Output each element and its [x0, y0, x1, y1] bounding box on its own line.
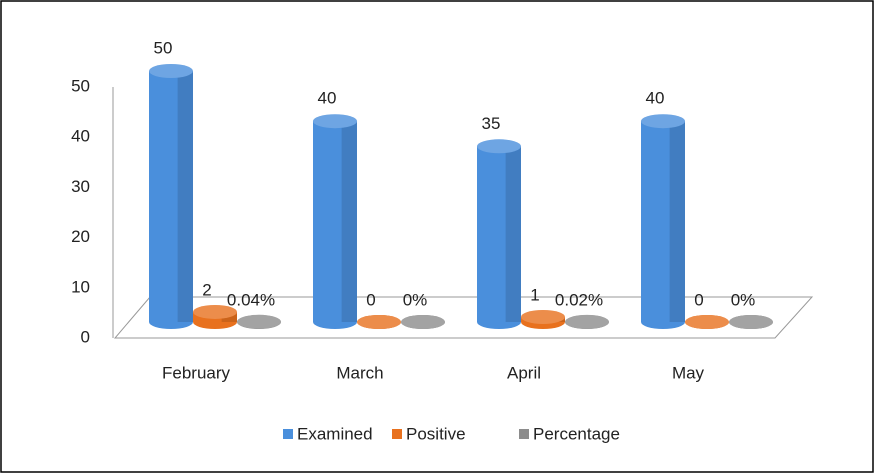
bar	[685, 315, 729, 329]
bar-top	[149, 64, 193, 78]
bar-top	[685, 315, 729, 329]
bar-body	[641, 121, 685, 322]
legend-swatch	[519, 429, 529, 439]
y-tick-label: 20	[71, 227, 90, 246]
bar-top-highlight	[357, 315, 401, 329]
bar-top-highlight	[401, 315, 445, 329]
y-tick-label: 40	[71, 127, 90, 146]
bar	[401, 315, 445, 329]
bar-shade	[669, 121, 685, 322]
data-label: 35	[482, 114, 501, 133]
bar	[477, 139, 521, 329]
bar	[357, 315, 401, 329]
bar-top-highlight	[565, 314, 609, 329]
data-label: 0.04%	[227, 290, 275, 309]
bar-top-highlight	[641, 114, 685, 129]
legend-label: Positive	[406, 424, 466, 443]
y-tick-label: 30	[71, 177, 90, 196]
bar-top-highlight	[193, 304, 237, 319]
bar	[193, 304, 237, 329]
data-label: 0%	[731, 290, 756, 309]
legend-swatch	[283, 429, 293, 439]
bar-top	[477, 139, 521, 154]
bar	[313, 114, 357, 329]
data-label: 0	[366, 290, 375, 309]
data-label: 1	[530, 285, 539, 304]
data-label: 40	[646, 89, 665, 108]
bar-top	[641, 114, 685, 129]
y-tick-label: 50	[71, 76, 90, 95]
bar-top	[401, 315, 445, 329]
data-label: 40	[318, 89, 337, 108]
bar-shade	[177, 71, 193, 322]
data-label: 0%	[403, 290, 428, 309]
x-tick-label: April	[507, 363, 541, 382]
bar-top-highlight	[477, 139, 521, 154]
x-tick-label: March	[336, 363, 383, 382]
bar-body	[477, 146, 521, 322]
floor	[113, 296, 814, 339]
bar-top-highlight	[685, 315, 729, 329]
bar-top	[237, 314, 281, 329]
bar	[521, 309, 565, 329]
bar-top	[565, 314, 609, 329]
bar-body	[313, 121, 357, 322]
legend-label: Percentage	[533, 424, 620, 443]
bar-shade	[341, 121, 357, 322]
bar	[149, 64, 193, 329]
bar-top-highlight	[521, 309, 565, 324]
bar-top-highlight	[237, 314, 281, 329]
bar-top-highlight	[729, 315, 773, 329]
legend-label: Examined	[297, 424, 373, 443]
x-tick-label: February	[162, 363, 231, 382]
bar	[729, 315, 773, 329]
bar-top-highlight	[313, 114, 357, 129]
data-label: 0	[694, 290, 703, 309]
bar	[565, 314, 609, 329]
x-tick-label: May	[672, 363, 705, 382]
bar-shade	[505, 146, 521, 322]
bar-top	[313, 114, 357, 129]
data-label: 0.02%	[555, 290, 603, 309]
bar-top	[729, 315, 773, 329]
legend-swatch	[392, 429, 402, 439]
bar-top	[357, 315, 401, 329]
y-tick-label: 10	[71, 277, 90, 296]
bar	[237, 314, 281, 329]
bar-top	[193, 304, 237, 319]
bar-body	[149, 71, 193, 322]
y-tick-label: 0	[81, 327, 90, 346]
bar-top	[521, 309, 565, 324]
bar-top-highlight	[149, 64, 193, 78]
bar	[641, 114, 685, 329]
data-label: 50	[154, 38, 173, 57]
data-label: 2	[202, 280, 211, 299]
